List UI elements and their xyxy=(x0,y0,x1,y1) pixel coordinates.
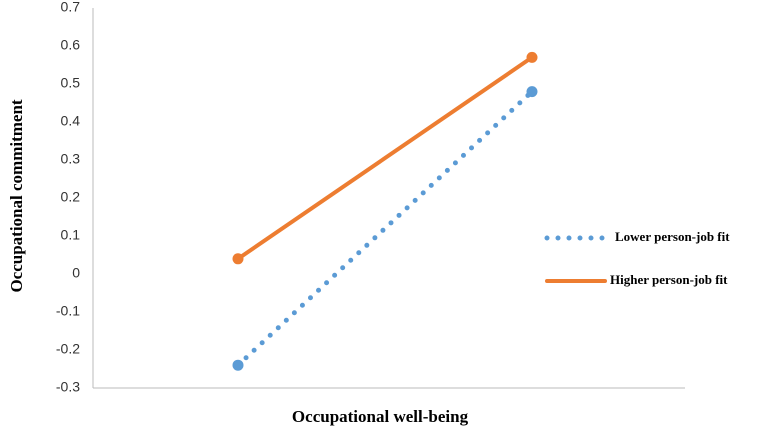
series-line xyxy=(236,55,534,261)
legend-label: Higher person-job fit xyxy=(610,272,728,287)
y-tick-label: -0.2 xyxy=(56,341,80,357)
y-tick-label: -0.1 xyxy=(56,303,80,319)
series-line xyxy=(235,89,535,368)
y-axis-title: Occupational commitment xyxy=(7,99,26,292)
y-tick-label: 0.4 xyxy=(61,113,81,129)
y-tick-label: 0 xyxy=(72,265,80,281)
point-marker xyxy=(526,51,538,63)
point-marker xyxy=(526,86,538,98)
y-tick-label: 0.5 xyxy=(61,75,81,91)
y-tick-label: 0.7 xyxy=(61,0,81,15)
y-tick-label: 0.3 xyxy=(61,151,81,167)
x-axis-title: Occupational well-being xyxy=(292,407,469,426)
point-marker xyxy=(232,253,244,265)
point-marker xyxy=(232,359,244,371)
y-tick-label: -0.3 xyxy=(56,379,80,395)
y-tick-label: 0.1 xyxy=(61,227,81,243)
y-tick-label: 0.2 xyxy=(61,189,81,205)
y-tick-label: 0.6 xyxy=(61,37,81,53)
legend-label: Lower person-job fit xyxy=(615,229,730,244)
